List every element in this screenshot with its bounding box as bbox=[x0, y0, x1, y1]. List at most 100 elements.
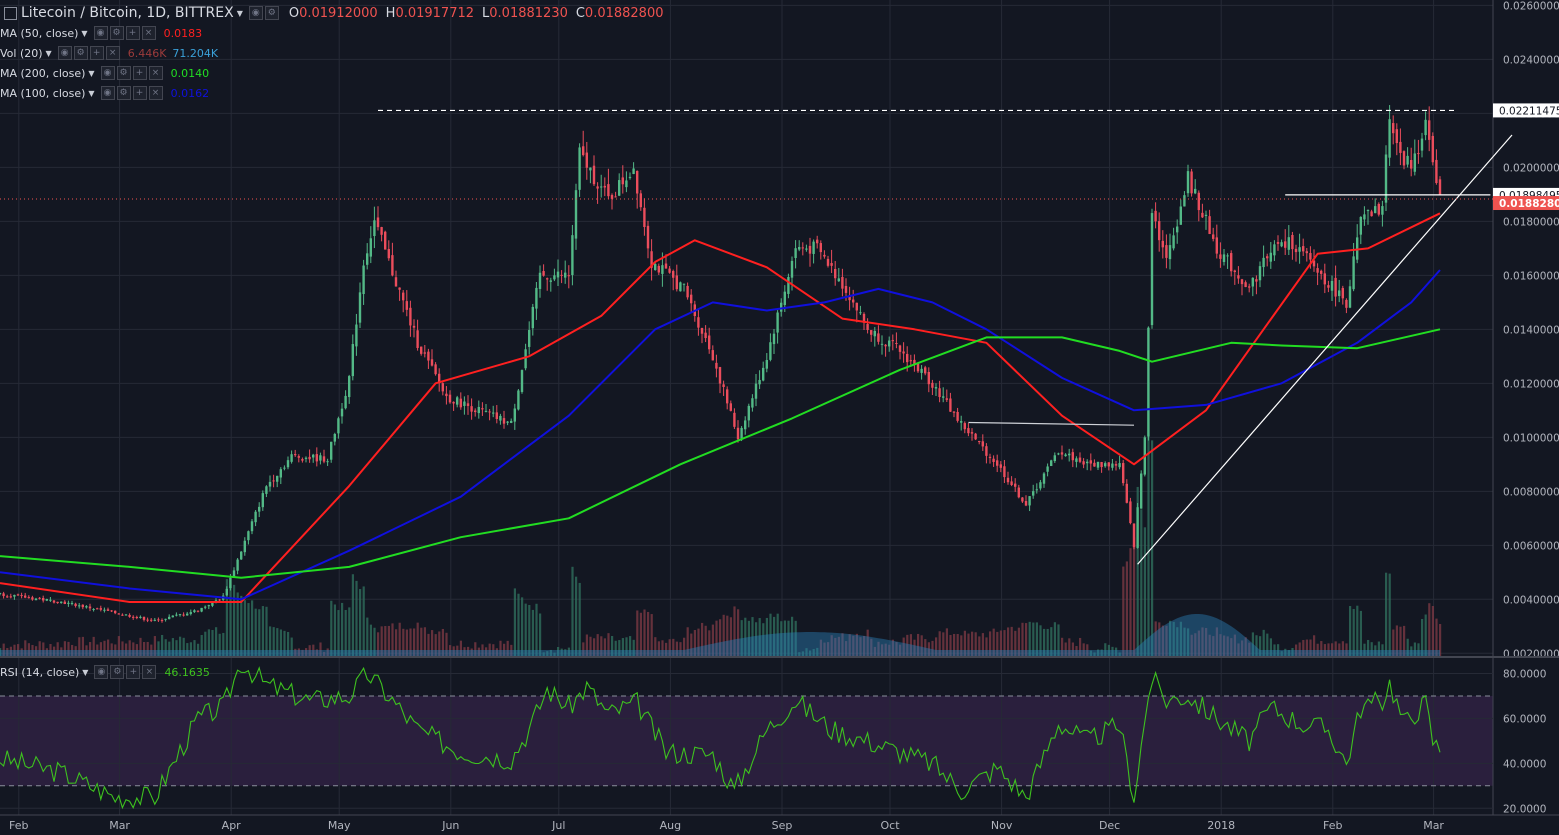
candle-body bbox=[819, 243, 822, 253]
ma200-legend[interactable]: MA (200, close) ▼ ◉ ⚙ + × 0.0140 bbox=[0, 64, 209, 82]
candle-body bbox=[60, 601, 63, 603]
volume-bar bbox=[45, 648, 48, 656]
gear-icon[interactable]: ⚙ bbox=[116, 66, 131, 80]
ma200-label[interactable]: MA (200, close) bbox=[0, 66, 86, 80]
chart-settings-icon[interactable] bbox=[4, 6, 17, 20]
volume-bar bbox=[1251, 632, 1254, 656]
candle-body bbox=[1302, 246, 1305, 252]
volume-bar bbox=[877, 641, 880, 656]
candle-body bbox=[1330, 280, 1334, 291]
candle-body bbox=[204, 606, 207, 608]
rsi-legend[interactable]: RSI (14, close) ▼ ◉ ⚙ + × 46.1635 bbox=[0, 663, 210, 681]
candle-body bbox=[805, 248, 808, 250]
volume-bar bbox=[200, 635, 203, 656]
gear-icon[interactable]: ⚙ bbox=[264, 6, 279, 20]
plus-icon[interactable]: + bbox=[126, 665, 141, 679]
volume-bar bbox=[67, 641, 70, 656]
candle-body bbox=[1323, 273, 1326, 285]
candle-body bbox=[207, 605, 210, 607]
candle-body bbox=[229, 577, 232, 589]
volume-bar bbox=[150, 644, 153, 656]
ma50-legend[interactable]: MA (50, close) ▼ ◉ ⚙ + × 0.0183 bbox=[0, 24, 202, 42]
candle-body bbox=[1071, 452, 1074, 461]
volume-bar bbox=[279, 629, 282, 656]
eye-icon[interactable]: ◉ bbox=[248, 6, 263, 20]
chevron-down-icon[interactable]: ▼ bbox=[88, 88, 95, 98]
close-icon[interactable]: × bbox=[148, 66, 163, 80]
volume-bar bbox=[1053, 622, 1056, 656]
close-icon[interactable]: × bbox=[141, 26, 156, 40]
candle-body bbox=[276, 475, 279, 482]
eye-icon[interactable]: ◉ bbox=[100, 86, 115, 100]
eye-icon[interactable]: ◉ bbox=[57, 46, 72, 60]
volume-bar bbox=[575, 576, 578, 656]
symbol-title[interactable]: Litecoin / Bitcoin, 1D, BITTREX bbox=[21, 5, 234, 21]
candle-body bbox=[830, 263, 833, 266]
eye-icon[interactable]: ◉ bbox=[93, 26, 108, 40]
gear-icon[interactable]: ⚙ bbox=[116, 86, 131, 100]
volume-bar bbox=[1399, 626, 1402, 656]
volume-bar bbox=[510, 644, 513, 656]
rsi-value: 46.1635 bbox=[164, 665, 210, 679]
candle-body bbox=[808, 245, 812, 254]
chevron-down-icon[interactable]: ▼ bbox=[82, 667, 89, 677]
candle-body bbox=[769, 342, 772, 360]
candle-body bbox=[355, 324, 358, 347]
candle-body bbox=[1374, 206, 1377, 214]
gear-icon[interactable]: ⚙ bbox=[109, 26, 124, 40]
volume-bar bbox=[488, 643, 491, 656]
ohlc-high-key: H bbox=[385, 5, 396, 21]
volume-bar bbox=[539, 613, 542, 656]
plus-icon[interactable]: + bbox=[89, 46, 104, 60]
volume-bar bbox=[708, 630, 711, 656]
volume-bar bbox=[611, 636, 614, 656]
plus-icon[interactable]: + bbox=[125, 26, 140, 40]
candle-body bbox=[1431, 135, 1434, 163]
candle-body bbox=[132, 616, 135, 618]
eye-icon[interactable]: ◉ bbox=[100, 66, 115, 80]
chevron-down-icon[interactable]: ▼ bbox=[81, 28, 88, 38]
volume-bar bbox=[35, 646, 38, 656]
volume-bar bbox=[229, 584, 232, 656]
close-icon[interactable]: × bbox=[105, 46, 120, 60]
rsi-label[interactable]: RSI (14, close) bbox=[0, 665, 80, 679]
volume-bar bbox=[1377, 641, 1380, 656]
volume-bar bbox=[287, 631, 290, 656]
rsi-line bbox=[0, 666, 1441, 810]
close-icon[interactable]: × bbox=[148, 86, 163, 100]
candle-body bbox=[272, 480, 275, 482]
volume-label[interactable]: Vol (20) bbox=[0, 46, 43, 60]
close-icon[interactable]: × bbox=[142, 665, 157, 679]
plus-icon[interactable]: + bbox=[132, 66, 147, 80]
chevron-down-icon[interactable]: ▼ bbox=[88, 68, 95, 78]
candle-body bbox=[1381, 206, 1384, 215]
gear-icon[interactable]: ⚙ bbox=[73, 46, 88, 60]
ma50-label[interactable]: MA (50, close) bbox=[0, 26, 79, 40]
candle-body bbox=[301, 459, 304, 461]
candle-body bbox=[524, 349, 527, 369]
volume-bar bbox=[553, 652, 556, 656]
candle-body bbox=[333, 434, 336, 442]
plus-icon[interactable]: + bbox=[132, 86, 147, 100]
gear-icon[interactable]: ⚙ bbox=[110, 665, 125, 679]
volume-bar bbox=[452, 646, 455, 656]
candle-body bbox=[877, 333, 880, 342]
volume-bar bbox=[60, 647, 63, 656]
volume-bar bbox=[747, 620, 750, 656]
candle-body bbox=[279, 469, 282, 478]
chevron-down-icon[interactable]: ▼ bbox=[236, 8, 243, 18]
ma100-label[interactable]: MA (100, close) bbox=[0, 86, 86, 100]
volume-bar bbox=[589, 636, 592, 656]
volume-bar bbox=[416, 622, 419, 656]
ma100-legend[interactable]: MA (100, close) ▼ ◉ ⚙ + × 0.0162 bbox=[0, 84, 209, 102]
volume-bar bbox=[1205, 627, 1208, 656]
chevron-down-icon[interactable]: ▼ bbox=[45, 48, 52, 58]
candle-body bbox=[412, 325, 416, 328]
candle-body bbox=[884, 344, 887, 347]
volume-legend[interactable]: Vol (20) ▼ ◉ ⚙ + × 6.446K 71.204K bbox=[0, 44, 218, 62]
volume-bar bbox=[1392, 629, 1395, 656]
candle-body bbox=[186, 613, 189, 616]
eye-icon[interactable]: ◉ bbox=[94, 665, 109, 679]
volume-bar bbox=[301, 649, 304, 656]
